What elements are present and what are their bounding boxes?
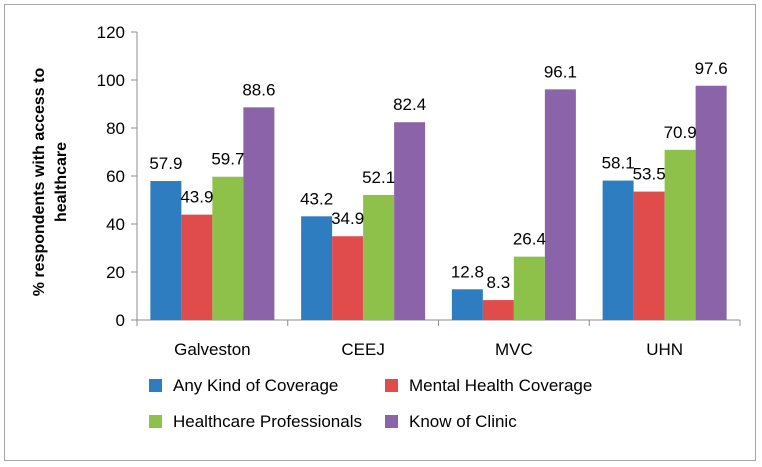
y-tick-label: 20 — [106, 263, 125, 282]
bar-value-label: 52.1 — [362, 168, 395, 187]
bars — [150, 85, 727, 321]
bar — [332, 236, 364, 320]
x-tick-label: MVC — [495, 340, 533, 359]
y-axis: 0 20 40 60 80 100 120 — [97, 23, 138, 330]
legend-swatch — [149, 379, 162, 392]
bar-value-label: 12.8 — [451, 262, 484, 281]
legend-label: Mental Health Coverage — [409, 376, 592, 395]
x-tick-label: UHN — [646, 340, 683, 359]
bar — [544, 89, 576, 320]
y-tick-label: 0 — [116, 311, 125, 330]
bar — [150, 181, 182, 320]
bar — [482, 300, 514, 320]
legend-swatch — [385, 415, 398, 428]
bar-value-label: 96.1 — [544, 62, 577, 81]
bar-value-label: 59.7 — [211, 150, 244, 169]
bar — [243, 107, 275, 320]
x-axis: Galveston CEEJ MVC UHN — [136, 319, 741, 359]
legend-swatch — [149, 415, 162, 428]
bar — [363, 194, 395, 320]
bar — [664, 149, 696, 320]
bar-value-label: 43.2 — [300, 189, 333, 208]
y-tick-label: 100 — [97, 71, 125, 90]
legend-label: Healthcare Professionals — [173, 412, 362, 431]
y-axis-label: % respondents with access to healthcare — [31, 68, 70, 297]
legend-label: Know of Clinic — [409, 412, 517, 431]
y-tick-label: 40 — [106, 215, 125, 234]
y-tick-label: 120 — [97, 23, 125, 42]
bar-value-label: 97.6 — [695, 59, 728, 78]
legend-swatch — [385, 379, 398, 392]
bar — [602, 180, 634, 320]
legend-label: Any Kind of Coverage — [173, 376, 338, 395]
data-labels: 57.9 43.2 12.8 58.1 43.9 34.9 8.3 53.5 59.7 52.1 2… — [149, 59, 727, 292]
bar-value-label: 53.5 — [633, 165, 666, 184]
y-axis-title-line: % respondents with access to — [31, 68, 48, 297]
bar-value-label: 26.4 — [513, 230, 546, 249]
bar — [633, 191, 665, 320]
bar-value-label: 43.9 — [180, 188, 213, 207]
bar — [695, 85, 727, 320]
y-axis-title-line: healthcare — [53, 142, 70, 222]
legend: Any Kind of Coverage Mental Health Covera… — [149, 376, 592, 431]
bar-value-label: 58.1 — [602, 154, 635, 173]
bar — [181, 214, 213, 320]
bar-value-label: 88.6 — [242, 80, 275, 99]
bar-value-label: 8.3 — [487, 273, 511, 292]
bar-value-label: 57.9 — [149, 154, 182, 173]
y-tick-label: 60 — [106, 167, 125, 186]
x-tick-label: Galveston — [174, 340, 251, 359]
bar — [301, 216, 333, 320]
bar — [513, 256, 545, 320]
bar — [451, 289, 483, 320]
y-tick-label: 80 — [106, 119, 125, 138]
bar — [212, 176, 244, 320]
bar-value-label: 82.4 — [393, 95, 426, 114]
bar-value-label: 70.9 — [664, 123, 697, 142]
x-tick-label: CEEJ — [341, 340, 384, 359]
bar — [394, 122, 426, 321]
bar-value-label: 34.9 — [331, 209, 364, 228]
